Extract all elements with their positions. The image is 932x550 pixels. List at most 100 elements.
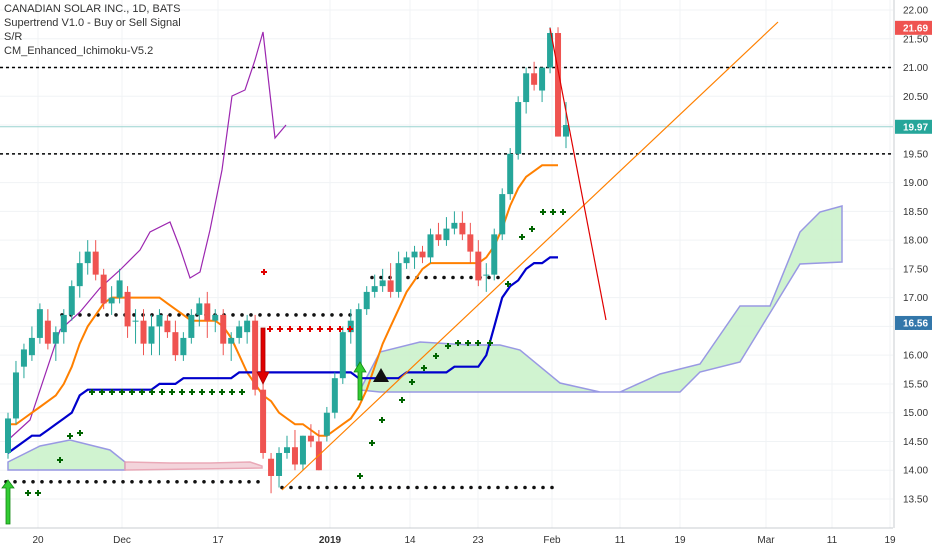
candle xyxy=(52,332,59,344)
candle xyxy=(531,73,538,85)
sr-dot xyxy=(541,485,545,490)
sr-dot xyxy=(388,275,392,280)
sr-dot xyxy=(469,485,473,490)
candle xyxy=(323,412,330,436)
sr-dot xyxy=(316,485,320,490)
sr-dot xyxy=(220,479,224,484)
sr-dot xyxy=(114,313,118,317)
sr-dot xyxy=(87,313,91,317)
sr-dot xyxy=(289,485,293,490)
candle xyxy=(252,320,259,390)
sr-dot xyxy=(433,485,437,490)
sr-dot xyxy=(112,479,116,484)
candle xyxy=(196,303,203,315)
sr-dot xyxy=(442,485,446,490)
candle xyxy=(60,314,67,333)
candle xyxy=(547,33,554,68)
sr-dot xyxy=(141,313,145,317)
sr-dot xyxy=(121,479,125,484)
sr-dot xyxy=(76,479,80,484)
candle xyxy=(435,234,442,241)
sr-dot xyxy=(330,313,334,317)
candle xyxy=(28,337,35,356)
sr-dot xyxy=(211,479,215,484)
candle xyxy=(515,102,522,154)
candle xyxy=(116,280,123,298)
last-price-tag: 19.97 xyxy=(903,122,928,133)
price-tick-label: 18.50 xyxy=(903,207,928,218)
time-tick-label: 11 xyxy=(615,535,626,546)
sr-dot xyxy=(424,485,428,490)
sr-dot xyxy=(238,479,242,484)
sr-dot xyxy=(388,485,392,490)
legend-sr: S/R xyxy=(4,31,23,43)
candle xyxy=(5,418,11,453)
candle xyxy=(467,234,474,252)
sr-dot xyxy=(148,479,152,484)
sr-dot xyxy=(175,479,179,484)
sr-dot xyxy=(150,313,154,317)
ichimoku-cloud-1 xyxy=(7,439,126,471)
sr-dot xyxy=(94,479,98,484)
sr-dot xyxy=(550,485,554,490)
price-tick-label: 17.00 xyxy=(903,293,928,304)
time-tick-label: 19 xyxy=(884,535,896,546)
candle xyxy=(36,309,43,338)
candle xyxy=(12,372,19,419)
sr-dot xyxy=(406,275,410,280)
sr-dot xyxy=(40,479,44,484)
ichimoku-cloud-2 xyxy=(124,461,263,471)
sr-dot xyxy=(13,479,17,484)
price-tick-label: 21.00 xyxy=(903,63,928,74)
price-tick-label: 21.50 xyxy=(903,34,928,45)
sr-dot xyxy=(312,313,316,317)
sr-dot xyxy=(103,479,107,484)
price-tick-label: 22.00 xyxy=(903,6,928,17)
legend-supertrend: Supertrend V1.0 - Buy or Sell Signal xyxy=(4,17,181,29)
candle xyxy=(156,314,163,327)
time-tick-label: 17 xyxy=(212,535,224,546)
candle xyxy=(228,337,235,344)
low-price-tag-bg xyxy=(895,315,932,330)
candle xyxy=(124,291,131,327)
trend-line xyxy=(281,21,779,491)
candle xyxy=(20,349,27,367)
sr-dot xyxy=(249,313,253,317)
sr-dot xyxy=(22,479,26,484)
candle xyxy=(244,320,251,333)
candle xyxy=(563,125,569,137)
sr-dot xyxy=(240,313,244,317)
buy-arrow xyxy=(1,479,15,525)
ichimoku-cloud-3 xyxy=(358,205,843,393)
sr-dot xyxy=(307,485,311,490)
candle xyxy=(539,67,546,91)
price-tick-label: 14.50 xyxy=(903,437,928,448)
sr-dot xyxy=(478,485,482,490)
price-tick-label: 14.00 xyxy=(903,466,928,477)
time-tick-label: 14 xyxy=(404,535,416,546)
high-price-tag: 21.69 xyxy=(903,23,928,34)
sr-dot xyxy=(361,485,365,490)
sr-dot xyxy=(487,275,491,280)
candle xyxy=(555,33,562,137)
price-tick-label: 16.00 xyxy=(903,351,928,362)
sr-dot xyxy=(523,485,527,490)
sr-dot xyxy=(303,313,307,317)
candle xyxy=(172,332,179,356)
sr-dot xyxy=(460,275,464,280)
sr-dot xyxy=(496,485,500,490)
candle xyxy=(523,73,530,103)
candle xyxy=(164,320,171,333)
candle xyxy=(76,263,83,287)
time-tick-label: Mar xyxy=(757,535,775,546)
candle xyxy=(499,194,506,235)
sr-dot xyxy=(132,313,136,317)
candle xyxy=(44,320,51,344)
candle xyxy=(307,435,314,442)
sr-dot xyxy=(298,485,302,490)
candle xyxy=(268,458,275,476)
sr-dot xyxy=(487,485,491,490)
candle xyxy=(427,234,434,258)
candle xyxy=(68,286,75,315)
